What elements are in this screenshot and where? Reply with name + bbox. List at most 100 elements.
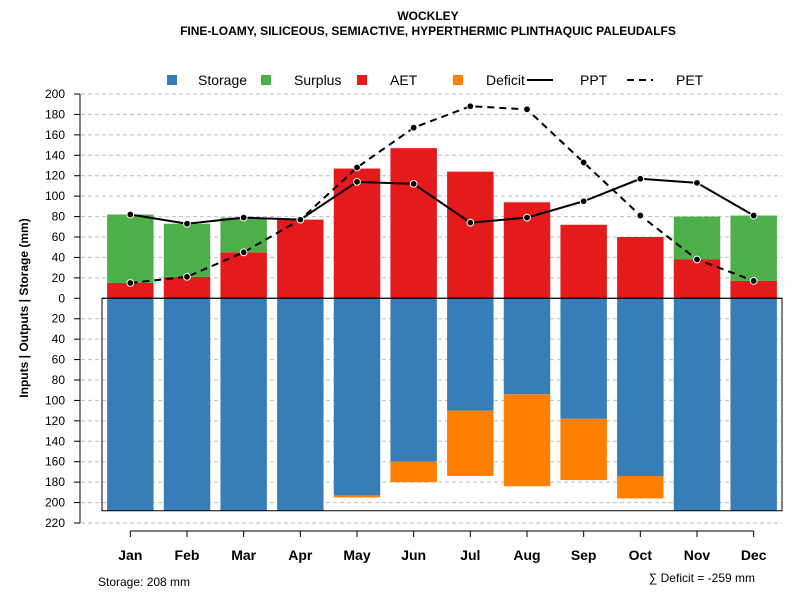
- pet-line: [130, 105, 755, 284]
- pet-point-aug: [523, 105, 531, 114]
- surplus-bar-mar: [220, 217, 267, 253]
- y-tick-label: 120: [45, 414, 65, 428]
- aet-bar-jun: [390, 148, 437, 299]
- y-axis-label: Inputs | Outputs | Storage (mm): [17, 218, 31, 397]
- y-tick-label: 140: [45, 148, 65, 162]
- ppt-point-dec: [749, 211, 758, 220]
- x-tick-label-dec: Dec: [741, 547, 767, 563]
- y-tick-label: 160: [45, 128, 65, 142]
- aet-bar-feb: [163, 276, 211, 299]
- y-tick-label: 40: [52, 250, 66, 264]
- y-tick-label: 60: [52, 230, 66, 244]
- storage-bar-nov: [673, 298, 721, 511]
- ppt-point-jun: [409, 179, 418, 188]
- x-tick-label-apr: Apr: [288, 547, 313, 563]
- x-tick-label-feb: Feb: [175, 547, 200, 563]
- legend-label-surplus: Surplus: [294, 72, 341, 88]
- aet-bar-oct: [617, 237, 664, 299]
- legend-label-deficit: Deficit: [486, 72, 525, 88]
- y-tick-label: 220: [45, 516, 65, 530]
- y-tick-label: 20: [52, 312, 66, 326]
- storage-bar-may: [333, 298, 381, 496]
- x-tick-label-jul: Jul: [460, 547, 480, 563]
- legend-label-storage: Storage: [198, 72, 247, 88]
- ppt-point-mar: [239, 213, 248, 222]
- pet-point-oct: [636, 211, 645, 220]
- legend-label-ppt: PPT: [580, 72, 608, 88]
- y-tick-label: 100: [45, 393, 65, 407]
- deficit-bar-jun: [390, 461, 437, 483]
- x-tick-label-nov: Nov: [684, 547, 711, 563]
- ppt-point-sep: [579, 197, 588, 206]
- aet-bar-dec: [730, 280, 777, 299]
- y-tick-label: 140: [45, 434, 65, 448]
- legend-swatch-storage: [167, 75, 177, 85]
- ppt-point-jan: [126, 210, 135, 219]
- storage-bar-feb: [163, 298, 211, 511]
- surplus-bar-feb: [163, 223, 211, 277]
- storage-bar-apr: [277, 298, 324, 511]
- aet-bar-may: [333, 168, 381, 299]
- y-tick-label: 0: [58, 291, 65, 305]
- x-axis: Jan Feb Mar Apr May Jun Jul Aug Sep Oct Nov Dec: [118, 530, 767, 563]
- x-tick-label-oct: Oct: [629, 547, 653, 563]
- pet-point-dec: [749, 277, 758, 285]
- x-tick-label-aug: Aug: [513, 547, 540, 563]
- ppt-point-aug: [523, 213, 531, 222]
- chart-title: WOCKLEY: [397, 9, 458, 23]
- aet-bar-sep: [560, 224, 607, 299]
- x-tick-label-may: May: [343, 547, 370, 563]
- storage-bar-jul: [447, 298, 494, 411]
- y-tick-label: 80: [52, 373, 66, 387]
- pet-point-jul: [466, 102, 475, 111]
- deficit-bar-oct: [617, 476, 664, 499]
- storage-bar-sep: [560, 298, 607, 419]
- y-tick-label: 200: [45, 496, 65, 510]
- deficit-annotation: ∑ Deficit = -259 mm: [649, 571, 755, 585]
- x-tick-label-jun: Jun: [401, 547, 426, 563]
- pet-point-jun: [409, 123, 418, 132]
- deficit-bar-sep: [560, 418, 607, 481]
- y-tick-label: 120: [45, 169, 65, 183]
- pet-point-nov: [693, 255, 701, 264]
- y-axis: 2001801601401201008060402002040608010012…: [45, 87, 81, 530]
- y-tick-label: 40: [52, 332, 66, 346]
- aet-bar-nov: [673, 259, 721, 299]
- legend-swatch-aet: [357, 75, 367, 85]
- y-tick-label: 180: [45, 475, 65, 489]
- pet-point-feb: [183, 272, 191, 281]
- pet-point-jan: [126, 279, 135, 287]
- y-tick-label: 180: [45, 107, 65, 121]
- deficit-bar-aug: [503, 394, 551, 487]
- y-tick-label: 60: [52, 353, 66, 367]
- aet-bar-apr: [277, 219, 324, 299]
- ppt-line: [130, 177, 755, 225]
- legend-swatch-deficit: [453, 75, 463, 85]
- ppt-point-may: [353, 177, 361, 186]
- chart-subtitle: FINE-LOAMY, SILICEOUS, SEMIACTIVE, HYPER…: [180, 24, 676, 38]
- aet-bar-jul: [447, 171, 494, 299]
- ppt-point-nov: [693, 178, 701, 187]
- surplus-bar-nov: [673, 216, 721, 260]
- storage-capacity-frame: [101, 297, 783, 512]
- x-tick-label-sep: Sep: [571, 547, 597, 563]
- ppt-point-feb: [183, 219, 191, 228]
- x-tick-label-mar: Mar: [231, 547, 256, 563]
- y-tick-label: 20: [52, 271, 66, 285]
- legend-swatch-surplus: [261, 75, 271, 85]
- legend-label-aet: AET: [390, 72, 418, 88]
- legend-label-pet: PET: [676, 72, 704, 88]
- ppt-point-oct: [636, 174, 645, 183]
- storage-bar-aug: [503, 298, 551, 395]
- y-tick-label: 100: [45, 189, 65, 203]
- storage-bar-jun: [390, 298, 437, 462]
- y-tick-label: 160: [45, 455, 65, 469]
- storage-bar-dec: [730, 298, 777, 511]
- deficit-bar-may: [333, 495, 381, 498]
- lines: [126, 102, 758, 287]
- storage-bar-oct: [617, 298, 664, 477]
- ppt-point-jul: [466, 218, 475, 227]
- pet-point-may: [353, 163, 361, 172]
- x-tick-label-jan: Jan: [118, 547, 142, 563]
